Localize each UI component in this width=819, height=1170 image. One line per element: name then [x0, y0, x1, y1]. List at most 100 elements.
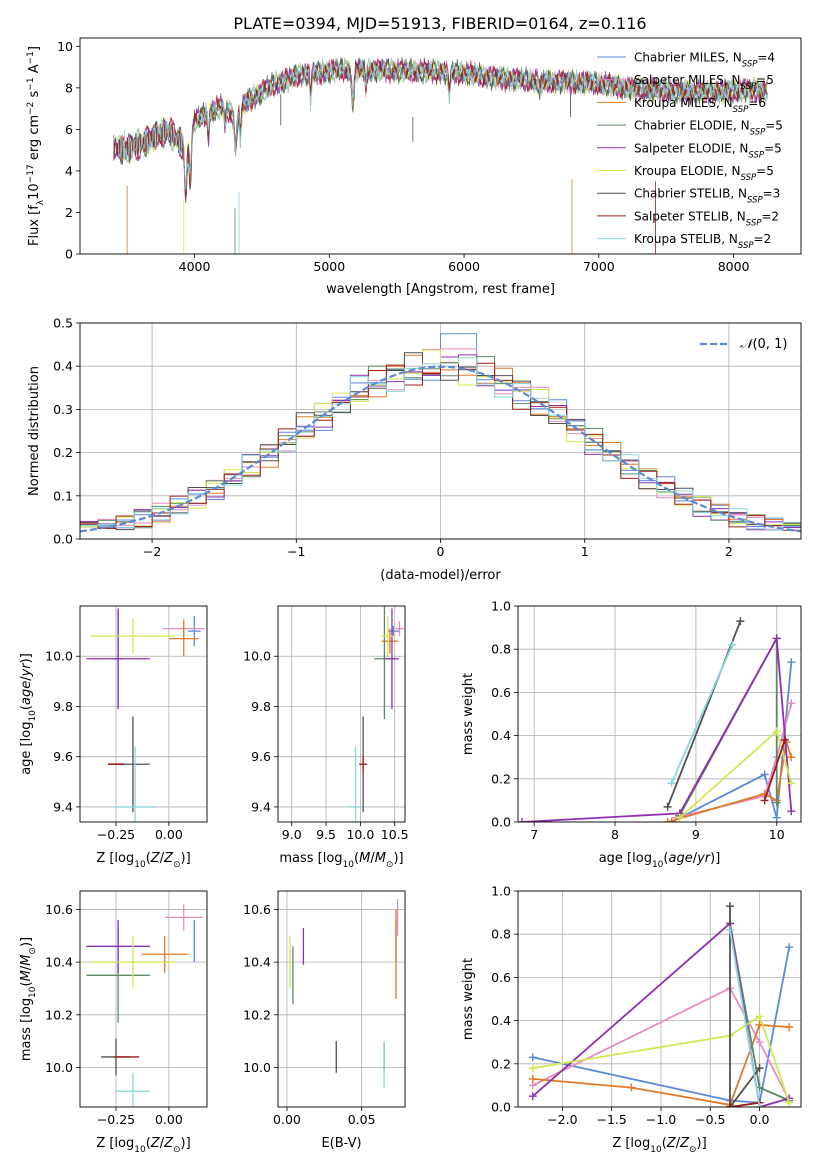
weight-series-kroupa-stelib [667, 640, 737, 788]
residuals-xtick-label: 2 [725, 544, 733, 559]
ebv_mass-xtick-label: 0.00 [273, 1112, 301, 1127]
z_mass-ytick-label: 10.0 [45, 1060, 73, 1075]
weight_z-panel: −2.0 −1.5 −1.0 −0.5 0.0 0.0 0.2 0.4 0.6 0.8 1.0 Z [… [461, 884, 802, 1155]
weight-series-chabrier-miles [528, 943, 794, 1107]
spectrum-plot-area [113, 56, 768, 254]
weight_age-ytick-label: 0.6 [491, 685, 511, 700]
mass_age-plot-area [348, 606, 404, 822]
weight-line [679, 729, 793, 819]
weight_z-ytick-label: 0.6 [491, 970, 511, 985]
ebv_mass-plot-area [289, 898, 399, 1089]
errorbar-kroupa-stelib [113, 746, 157, 822]
weight-marker [755, 1064, 764, 1073]
ebv_mass-frame [277, 890, 406, 1108]
spectrum-xtick-label: 5000 [313, 259, 345, 274]
residuals-xtick-label: −1 [287, 544, 305, 559]
weight_z-xtick-label: 0.0 [750, 1112, 770, 1127]
residuals-ytick-label: 0.2 [53, 445, 73, 460]
weight-marker [787, 807, 796, 816]
mass_age-xtick-label: 10.5 [381, 827, 409, 842]
weight-series-kroupa-stelib [726, 925, 764, 1107]
residuals-xlabel: (data-model)/error [380, 568, 501, 583]
weight-marker [726, 902, 735, 911]
weight_z-ytick-label: 0.4 [491, 1013, 511, 1028]
legend-entry-chabrier-elodie: Chabrier ELODIE, NSSP=5 [634, 119, 783, 138]
z_mass-panel: −0.25 0.00 10.0 10.2 10.4 10.6 Z [log10(Z/Z⊙)]… [19, 890, 208, 1155]
legend-entry-kroupa-elodie: Kroupa ELODIE, NSSP=5 [634, 164, 774, 183]
gaussian-curve [80, 365, 801, 533]
residuals-ylabel: Normed distribution [27, 366, 42, 496]
weight-marker [528, 1064, 537, 1073]
weight-marker [726, 925, 735, 934]
errorbar-kroupa-miles [141, 935, 188, 973]
mass_age-xlabel: mass [log10(M/M⊙)] [279, 851, 403, 870]
weight_age-ytick-label: 0.2 [491, 771, 511, 786]
figure-title: PLATE=0394, MJD=51913, FIBERID=0164, z=0… [233, 14, 646, 33]
weight-marker [627, 1083, 636, 1092]
weight-marker [755, 1012, 764, 1021]
weight_age-xlabel: age [log10(age/yr)] [599, 851, 721, 870]
weight-marker [663, 818, 672, 822]
z_age-plot-area [86, 608, 205, 822]
z_mass-ytick-label: 10.6 [45, 902, 73, 917]
weight-line [763, 739, 786, 801]
weight-marker [760, 796, 769, 805]
z_mass-ytick-label: 10.2 [45, 1007, 73, 1022]
residuals-ytick-label: 0.5 [53, 316, 73, 331]
weight-marker [785, 943, 794, 952]
weight-marker [772, 813, 781, 822]
ebv_mass-ytick-label: 10.0 [243, 1060, 271, 1075]
weight-marker [785, 1023, 794, 1032]
errorbar-salpeter-elodie [86, 608, 150, 709]
spectrum-ytick-label: 6 [65, 122, 73, 137]
weight-line [729, 906, 761, 1107]
ebv_mass-xlabel: E(B-V) [321, 1136, 361, 1151]
weight-marker [528, 1074, 537, 1083]
weight-marker [528, 1053, 537, 1062]
weight-marker [755, 1103, 764, 1107]
weight_age-xtick-label: 9 [692, 827, 700, 842]
weight-series-kroupa-elodie [528, 1012, 794, 1107]
weight-marker [667, 779, 676, 788]
weight_z-plot-area [528, 902, 794, 1107]
weight_z-xlabel: Z [log10(Z/Z⊙)] [612, 1136, 706, 1155]
errorbar-kroupa-elodie [90, 618, 176, 654]
z_mass-xtick-label: −0.25 [97, 1112, 135, 1127]
errorbar-chabrier-miles [187, 616, 201, 647]
z_mass-xlabel: Z [log10(Z/Z⊙)] [96, 1136, 190, 1155]
z_age-frame [79, 605, 208, 823]
weight-marker [728, 640, 737, 649]
residuals-xtick-label: −2 [143, 544, 161, 559]
z_mass-ytick-label: 10.4 [45, 955, 73, 970]
legend-entry-salpeter-elodie: Salpeter ELODIE, NSSP=5 [634, 141, 782, 160]
weight_age-plot-area [518, 617, 796, 822]
spectrum-ylabel: Flux [fλ10−17 erg cm−2 s−1 A−1] [26, 46, 46, 246]
ebv_mass-ytick-label: 10.2 [243, 1007, 271, 1022]
errorbar-salpeter-miles [164, 904, 203, 931]
errorbar-salpeter-elodie [385, 608, 399, 709]
weight-line [729, 929, 761, 1107]
spectrum-frame [79, 37, 802, 255]
weight-marker [785, 1098, 794, 1107]
ebv_mass-xtick-label: 0.05 [348, 1112, 376, 1127]
weight_z-frame [517, 890, 802, 1108]
mass_age-frame [277, 605, 406, 823]
z_age-xtick-label: −0.25 [97, 827, 135, 842]
mass_age-xtick-label: 9.0 [282, 827, 302, 842]
errorbar-kroupa-elodie [90, 935, 176, 989]
spectrum-series-kroupa-stelib [117, 57, 768, 190]
weight-series-kroupa-elodie [675, 727, 796, 822]
residuals-plot-area [80, 333, 801, 533]
errorbar-kroupa-miles [168, 621, 199, 657]
weight-marker [528, 1092, 537, 1101]
weight-marker [667, 818, 676, 822]
weight_z-ytick-label: 0.2 [491, 1056, 511, 1071]
legend-entry-salpeter-stelib: Salpeter STELIB, NSSP=2 [634, 209, 779, 228]
residuals-ytick-label: 0.4 [53, 359, 73, 374]
errorbar-salpeter-elodie [86, 919, 150, 973]
weight-marker [787, 753, 796, 762]
weight-marker [787, 658, 796, 667]
residuals-ytick-label: 0.1 [53, 488, 73, 503]
weight_age-ytick-label: 0.0 [491, 815, 511, 830]
